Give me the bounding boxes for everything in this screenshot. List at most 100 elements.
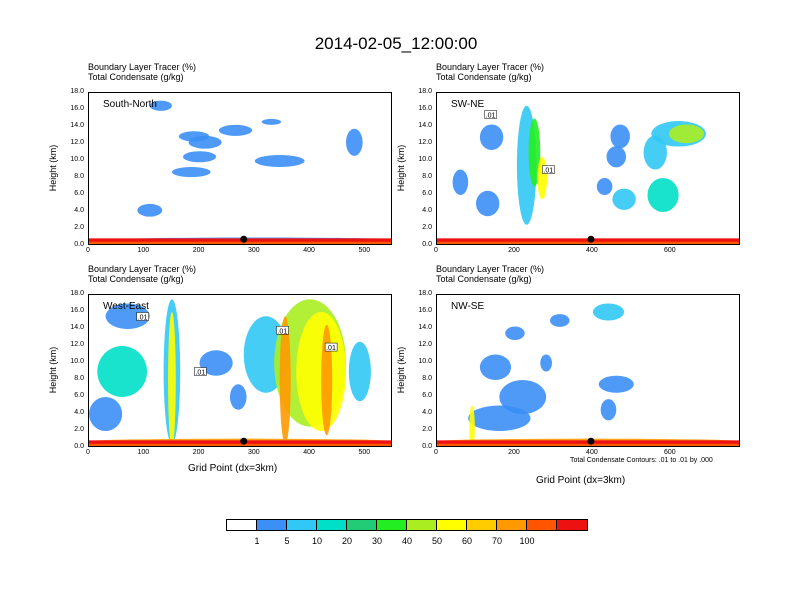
x-tick-label: 500: [358, 247, 371, 254]
panel-header-tracer: Boundary Layer Tracer (%): [436, 264, 545, 274]
x-tick-label: 400: [303, 247, 315, 254]
y-tick-label: 0.0: [74, 241, 84, 248]
contour-label-box: [194, 367, 207, 376]
panel-header-condensate: Total Condensate (g/kg): [436, 274, 532, 284]
x-tick-label: 400: [586, 247, 598, 254]
y-tick-label: 18.0: [418, 290, 432, 297]
panel-header: Boundary Layer Tracer (%) Total Condensat…: [436, 62, 544, 82]
cross-section-plot: South-North: [88, 92, 392, 245]
tracer-region: [592, 303, 625, 321]
tracer-region: [475, 190, 500, 217]
x-tick-label: 400: [303, 449, 315, 456]
y-tick-label: 18.0: [70, 290, 84, 297]
contour-label: .01: [486, 112, 496, 119]
tracer-region: [346, 128, 363, 156]
contour-note: Total Condensate Contours: .01 to .01 by…: [570, 457, 713, 464]
y-tick-label: 2.0: [74, 224, 84, 231]
x-tick-label: 300: [247, 449, 260, 456]
location-marker: [587, 235, 595, 243]
contour-label: .01: [195, 370, 205, 377]
panel-label: NW-SE: [451, 301, 485, 312]
colorbar-swatch: [527, 520, 557, 530]
y-tick-label: 2.0: [74, 426, 84, 433]
y-tick-label: 14.0: [418, 122, 432, 129]
x-tick-label: 200: [508, 247, 520, 254]
cross-section-plot: .01.01 SW-NE: [436, 92, 740, 245]
tracer-region: [97, 346, 148, 397]
colorbar-label: 100: [519, 536, 535, 546]
x-tick-label: 0: [434, 449, 438, 456]
colorbar-swatch: [227, 520, 257, 530]
y-tick-label: 12.0: [418, 139, 432, 146]
y-tick-label: 4.0: [422, 409, 432, 416]
y-axis-label: Height (km): [396, 346, 406, 393]
boundary-layer-band: [437, 243, 739, 244]
contour-label: .01: [543, 168, 553, 175]
cross-section-plot: .01 .01 .01 .01 West-East: [88, 294, 392, 447]
y-tick-label: 6.0: [74, 190, 84, 197]
y-tick-label: 8.0: [422, 173, 432, 180]
colorbar-swatch: [437, 520, 467, 530]
panel-header-condensate: Total Condensate (g/kg): [436, 72, 532, 82]
y-tick-label: 8.0: [74, 173, 84, 180]
boundary-layer-band: [89, 241, 391, 244]
colorbar-label: 1: [254, 536, 260, 546]
y-tick-label: 4.0: [74, 207, 84, 214]
colorbar: [226, 519, 588, 531]
y-tick-label: 8.0: [74, 375, 84, 382]
panel-header-tracer: Boundary Layer Tracer (%): [436, 62, 545, 72]
panel-header-tracer: Boundary Layer Tracer (%): [88, 62, 197, 72]
tracer-region: [610, 124, 630, 149]
tracer-region: [505, 326, 525, 341]
panel-header-condensate: Total Condensate (g/kg): [88, 72, 184, 82]
boundary-layer-band: [89, 443, 391, 446]
panel-header: Boundary Layer Tracer (%) Total Condensat…: [88, 264, 196, 284]
colorbar-swatch: [287, 520, 317, 530]
y-tick-label: 0.0: [422, 443, 432, 450]
colorbar-swatch: [317, 520, 347, 530]
x-tick-label: 200: [192, 449, 205, 456]
tracer-region: [528, 118, 541, 187]
y-tick-label: 6.0: [422, 392, 432, 399]
y-tick-label: 12.0: [418, 341, 432, 348]
y-tick-label: 10.0: [418, 358, 432, 365]
figure-title: 2014-02-05_12:00:00: [314, 34, 478, 53]
colorbar-label: 60: [461, 536, 472, 546]
y-tick-label: 0.0: [422, 241, 432, 248]
y-tick-label: 6.0: [74, 392, 84, 399]
boundary-layer-band: [89, 440, 391, 446]
colorbar-swatch: [257, 520, 287, 530]
tracer-region: [606, 146, 627, 168]
tracer-region: [105, 303, 150, 329]
y-tick-label: 16.0: [70, 105, 84, 112]
y-axis-label: Height (km): [48, 144, 58, 191]
y-tick-label: 6.0: [422, 190, 432, 197]
colorbar-label: 5: [284, 536, 290, 546]
heatmap-svg: [437, 303, 739, 446]
y-tick-label: 4.0: [422, 207, 432, 214]
tracer-region: [479, 354, 512, 380]
panel-header-condensate: Total Condensate (g/kg): [88, 274, 184, 284]
colorbar-label: 40: [401, 536, 412, 546]
y-tick-label: 8.0: [422, 375, 432, 382]
panel-label: South-North: [103, 99, 157, 110]
tracer-region: [149, 100, 172, 111]
x-tick-label: 200: [508, 449, 520, 456]
tracer-region: [178, 131, 210, 142]
contour-label-box: [136, 312, 149, 321]
panel-header: Boundary Layer Tracer (%) Total Condensat…: [436, 264, 544, 284]
tracer-region: [469, 405, 475, 446]
colorbar-swatch: [557, 520, 587, 530]
y-tick-label: 2.0: [422, 426, 432, 433]
panel-header-tracer: Boundary Layer Tracer (%): [88, 264, 197, 274]
boundary-layer-band: [437, 238, 739, 244]
contour-label-box: [276, 326, 289, 335]
tracer-region: [600, 399, 617, 421]
tracer-region: [540, 354, 552, 372]
y-tick-label: 14.0: [70, 324, 84, 331]
tracer-region: [279, 316, 291, 444]
tracer-region: [348, 341, 371, 402]
colorbar-swatch: [467, 520, 497, 530]
tracer-region: [261, 118, 282, 125]
x-tick-label: 200: [192, 247, 205, 254]
